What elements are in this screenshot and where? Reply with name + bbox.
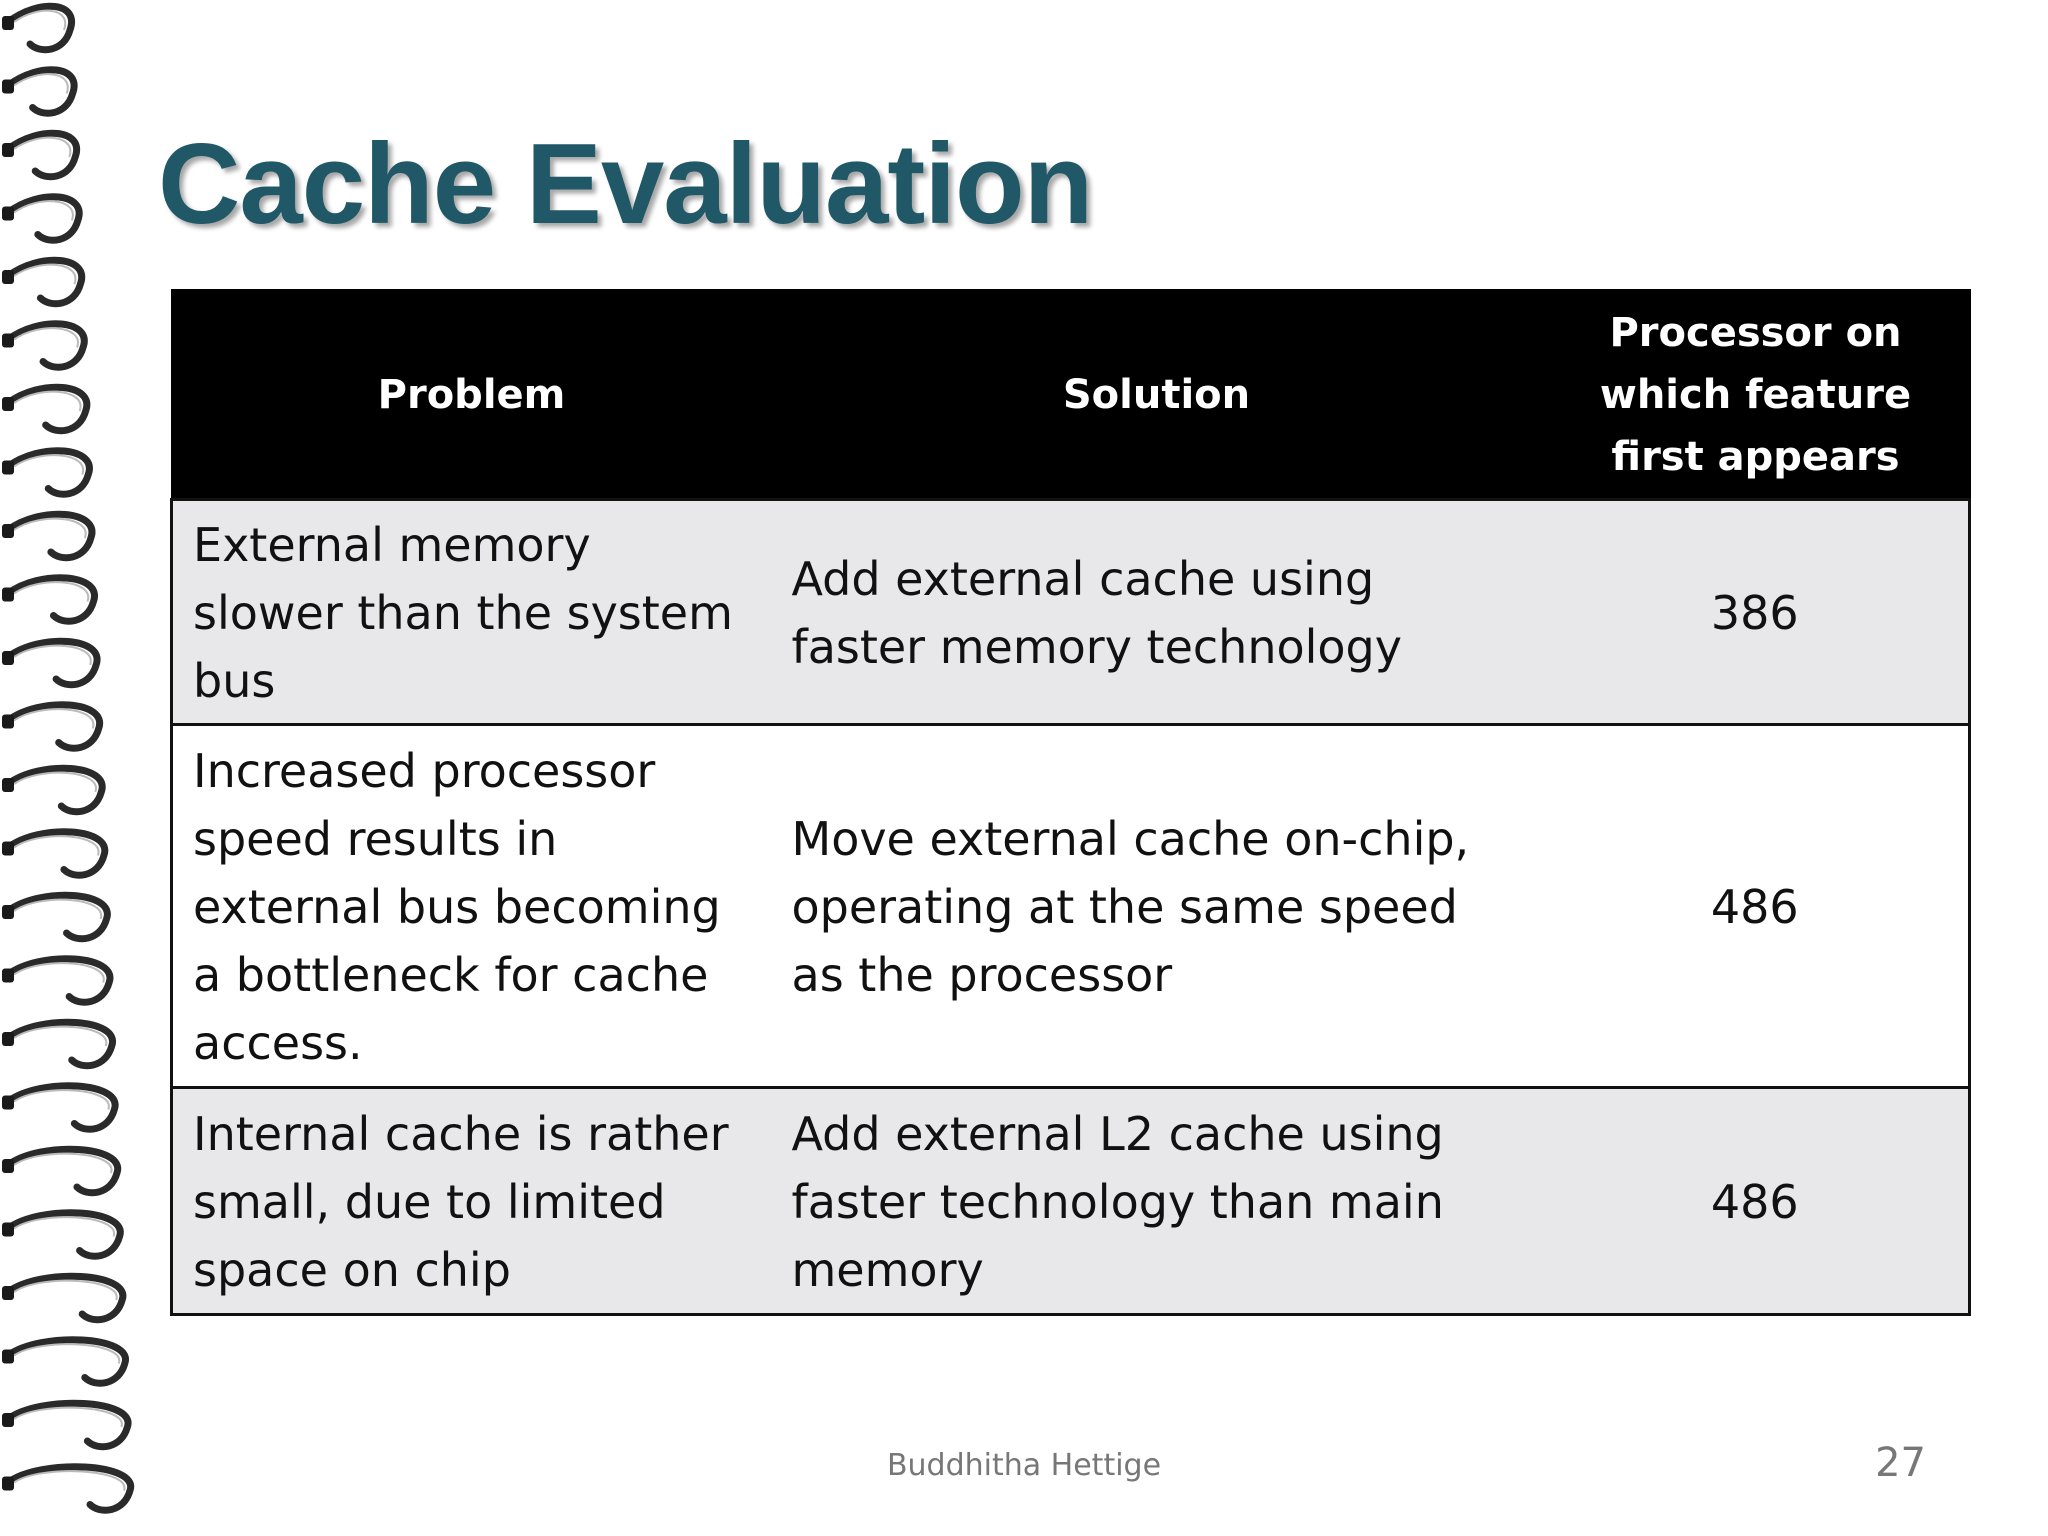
spiral-ring-highlight [13, 1406, 123, 1428]
spiral-ring-highlight [13, 581, 90, 602]
spiral-ring-highlight [13, 517, 87, 539]
spiral-ring [4, 1018, 116, 1070]
spiral-ring-highlight [13, 1216, 115, 1237]
spiral-ring [4, 383, 91, 435]
comparison-table: Problem Solution Processor on which feat… [170, 289, 1971, 1316]
spiral-ring [4, 891, 111, 943]
table-row: Internal cache is rather small, due to l… [170, 1086, 1971, 1316]
spiral-hole [2, 778, 14, 792]
spiral-ring-highlight [13, 1470, 126, 1491]
spiral-ring-highlight [13, 898, 102, 920]
spiral-hole [2, 1032, 14, 1046]
spiral-ring [4, 1082, 119, 1133]
spiral-ring-highlight [13, 9, 67, 31]
spiral-ring [4, 1145, 122, 1197]
spiral-hole [2, 1286, 14, 1300]
spiral-ring-highlight [13, 136, 72, 158]
spiral-hole [2, 651, 14, 665]
cell-problem: Increased processor speed results in ext… [170, 723, 772, 1089]
spiral-ring-highlight [13, 200, 74, 221]
spiral-ring [4, 510, 96, 562]
table-header: Problem Solution Processor on which feat… [170, 289, 1971, 501]
spiral-ring-highlight [13, 835, 100, 856]
spiral-ring-highlight [13, 327, 79, 348]
spiral-ring-highlight [13, 454, 85, 475]
spiral-ring-highlight [13, 263, 77, 285]
spiral-hole [2, 968, 14, 983]
spiral-hole [2, 16, 14, 30]
spiral-hole [2, 397, 14, 411]
spiral-hole [2, 905, 14, 919]
cell-solution: Move external cache on-chip, operating a… [771, 723, 1542, 1089]
spiral-hole [2, 1476, 14, 1491]
spiral-hole [2, 714, 14, 729]
header-solution: Solution [770, 289, 1543, 501]
spiral-binding-icon [2, 2, 135, 1514]
spiral-ring-highlight [13, 390, 82, 412]
header-row: Problem Solution Processor on which feat… [170, 289, 1971, 501]
cell-processor: 486 [1541, 723, 1971, 1089]
cache-evaluation-table: Problem Solution Processor on which feat… [170, 289, 1971, 1316]
spiral-ring [4, 129, 81, 181]
table-row: External memory slower than the system b… [170, 498, 1971, 726]
cell-processor: 386 [1541, 498, 1971, 726]
spiral-ring [4, 1336, 129, 1387]
spiral-ring [4, 1209, 124, 1260]
table-row: Increased processor speed results in ext… [170, 723, 1971, 1089]
spiral-ring-highlight [13, 73, 69, 94]
spiral-hole [2, 1349, 14, 1364]
spiral-ring [4, 1272, 127, 1324]
spiral-hole [2, 79, 14, 94]
cell-solution: Add external cache using faster memory t… [771, 498, 1542, 726]
header-processor: Processor on which feature first appears [1540, 289, 1971, 501]
spiral-ring-highlight [13, 1343, 120, 1364]
spiral-hole [2, 1095, 14, 1110]
spiral-ring [4, 1399, 132, 1451]
spiral-ring [4, 637, 101, 689]
spiral-ring [4, 828, 109, 879]
spiral-ring-highlight [13, 1152, 113, 1174]
spiral-hole [2, 143, 14, 157]
spiral-hole [2, 460, 14, 475]
table-body: External memory slower than the system b… [170, 498, 1971, 1316]
spiral-hole [2, 1222, 14, 1237]
spiral-hole [2, 333, 14, 348]
spiral-hole [2, 1159, 14, 1173]
cell-solution: Add external L2 cache using faster techn… [771, 1086, 1542, 1316]
spiral-ring-highlight [13, 771, 97, 793]
spiral-hole [2, 587, 14, 602]
spiral-hole [2, 524, 14, 538]
spiral-ring [4, 256, 86, 308]
spiral-hole [2, 1413, 14, 1427]
header-problem: Problem [170, 289, 773, 501]
spiral-ring [4, 1463, 135, 1514]
cell-processor: 486 [1541, 1086, 1971, 1316]
spiral-ring-highlight [13, 962, 105, 983]
spiral-ring [4, 2, 76, 54]
spiral-ring [4, 764, 106, 816]
spiral-ring [4, 701, 104, 752]
spiral-ring [4, 193, 83, 244]
footer-author: Buddhitha Hettige [886, 1448, 1162, 1483]
spiral-hole [2, 270, 14, 284]
spiral-ring-highlight [13, 1279, 118, 1301]
spiral-ring [4, 320, 88, 371]
spiral-ring [4, 574, 98, 625]
spiral-ring-highlight [13, 708, 95, 729]
page-number: 27 [1875, 1440, 1926, 1486]
cell-problem: External memory slower than the system b… [170, 498, 772, 726]
spiral-ring [4, 447, 93, 498]
spiral-hole [2, 841, 14, 856]
spiral-ring-highlight [13, 644, 92, 666]
spiral-ring-highlight [13, 1025, 108, 1047]
spiral-ring [4, 955, 114, 1006]
spiral-ring [4, 66, 78, 117]
slide-title: Cache Evaluation [158, 121, 1093, 248]
cell-problem: Internal cache is rather small, due to l… [170, 1086, 772, 1316]
spiral-ring-highlight [13, 1089, 110, 1110]
spiral-hole [2, 206, 14, 221]
